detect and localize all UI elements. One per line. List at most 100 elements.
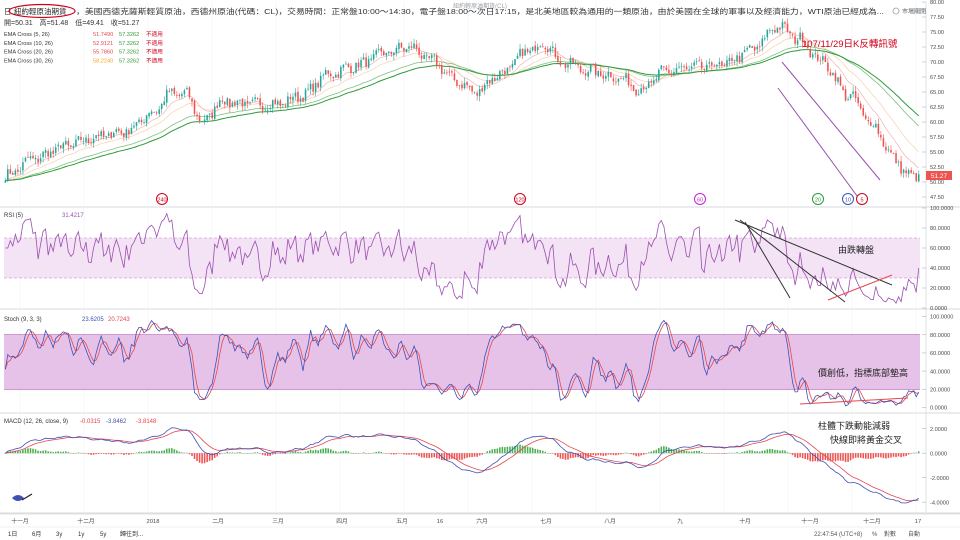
candle-body[interactable]: [398, 42, 400, 50]
candle-body[interactable]: [806, 44, 809, 49]
candle-body[interactable]: [360, 60, 362, 68]
candle-body[interactable]: [171, 88, 173, 91]
candle-body[interactable]: [731, 57, 733, 61]
candle-body[interactable]: [279, 100, 282, 106]
candle-body[interactable]: [594, 63, 597, 76]
candle-body[interactable]: [408, 46, 410, 49]
candle-body[interactable]: [448, 71, 451, 73]
candle-body[interactable]: [216, 105, 219, 108]
candle-body[interactable]: [57, 144, 60, 147]
candle-body[interactable]: [572, 57, 574, 64]
candle-body[interactable]: [516, 55, 519, 59]
candle-body[interactable]: [208, 113, 211, 115]
candle-body[interactable]: [912, 173, 915, 174]
candle-body[interactable]: [822, 56, 824, 61]
candle-body[interactable]: [388, 51, 390, 54]
candle-body[interactable]: [600, 71, 602, 76]
candle-body[interactable]: [615, 81, 617, 83]
candle-body[interactable]: [218, 100, 221, 107]
candle-body[interactable]: [342, 64, 345, 68]
candle-body[interactable]: [741, 52, 743, 63]
candle-body[interactable]: [494, 78, 496, 81]
candle-body[interactable]: [330, 73, 332, 77]
candle-body[interactable]: [716, 64, 718, 67]
candle-body[interactable]: [547, 48, 549, 52]
candle-body[interactable]: [112, 132, 115, 138]
candle-body[interactable]: [557, 56, 559, 62]
candle-body[interactable]: [605, 76, 607, 79]
candle-body[interactable]: [292, 96, 294, 101]
candle-body[interactable]: [244, 101, 246, 106]
candle-body[interactable]: [764, 38, 766, 40]
candle-body[interactable]: [370, 58, 372, 60]
candle-body[interactable]: [405, 48, 408, 53]
candle-body[interactable]: [423, 55, 425, 60]
candle-body[interactable]: [832, 72, 834, 76]
candle-body[interactable]: [562, 62, 564, 64]
candle-body[interactable]: [163, 101, 166, 105]
candle-body[interactable]: [713, 65, 716, 67]
candle-body[interactable]: [733, 60, 736, 61]
candle-body[interactable]: [90, 142, 92, 144]
candle-body[interactable]: [340, 67, 342, 79]
candle-body[interactable]: [877, 123, 880, 134]
candle-body[interactable]: [145, 115, 148, 124]
candle-body[interactable]: [602, 75, 605, 79]
candle-body[interactable]: [612, 78, 615, 82]
candle-body[interactable]: [892, 152, 895, 154]
candle-body[interactable]: [458, 85, 461, 87]
candle-body[interactable]: [680, 66, 683, 68]
y-axes[interactable]: 47.50 50.00 52.50 55.00 57.50 60.00 62.50 65.00…: [922, 0, 953, 512]
candle-body[interactable]: [312, 83, 314, 92]
candle-body[interactable]: [110, 132, 113, 138]
candle-body[interactable]: [176, 94, 178, 96]
candle-body[interactable]: [827, 62, 829, 72]
candle-body[interactable]: [607, 71, 610, 77]
cycle-marker-5[interactable]: [856, 193, 868, 205]
candle-body[interactable]: [620, 78, 622, 80]
candle-body[interactable]: [471, 85, 473, 92]
candle-body[interactable]: [814, 53, 817, 55]
candle-body[interactable]: [19, 170, 22, 172]
candle-body[interactable]: [746, 47, 748, 50]
candle-body[interactable]: [178, 94, 181, 96]
candle-body[interactable]: [708, 62, 711, 64]
candle-body[interactable]: [80, 136, 82, 140]
candle-body[interactable]: [880, 134, 882, 138]
candle-body[interactable]: [307, 88, 309, 90]
candle-body[interactable]: [322, 74, 324, 76]
candle-body[interactable]: [524, 49, 526, 56]
candle-body[interactable]: [128, 130, 130, 135]
candle-body[interactable]: [473, 91, 476, 93]
candle-body[interactable]: [282, 104, 284, 106]
candle-body[interactable]: [819, 60, 822, 62]
cycle-marker-240[interactable]: [156, 193, 168, 205]
candle-body[interactable]: [579, 65, 582, 73]
candle-body[interactable]: [302, 97, 304, 102]
candle-body[interactable]: [231, 102, 234, 107]
candle-body[interactable]: [541, 46, 544, 48]
candle-body[interactable]: [433, 55, 436, 57]
candle-body[interactable]: [905, 170, 907, 174]
candle-body[interactable]: [256, 97, 259, 99]
candle-body[interactable]: [130, 127, 133, 134]
candle-body[interactable]: [42, 151, 44, 158]
candle-body[interactable]: [304, 89, 307, 101]
candle-body[interactable]: [413, 43, 415, 48]
candle-body[interactable]: [521, 48, 524, 57]
candle-body[interactable]: [738, 55, 741, 63]
rsi-trendlines[interactable]: [734, 219, 893, 303]
candle-body[interactable]: [224, 101, 226, 105]
candle-body[interactable]: [872, 126, 875, 128]
candle-body[interactable]: [791, 34, 794, 36]
candle-body[interactable]: [847, 99, 849, 100]
bottom-toolbar[interactable]: 1日 6月 3y 1y 5y 歸往到... 22:47:54 (UTC+8)% 對數 自動: [0, 526, 960, 540]
candle-body[interactable]: [294, 92, 297, 97]
candle-body[interactable]: [642, 86, 645, 90]
candle-body[interactable]: [511, 63, 514, 68]
candle-body[interactable]: [635, 89, 637, 96]
candle-body[interactable]: [544, 47, 547, 50]
symbol-name[interactable]: 紐約輕原油期貨: [14, 6, 67, 16]
candle-body[interactable]: [668, 69, 670, 73]
